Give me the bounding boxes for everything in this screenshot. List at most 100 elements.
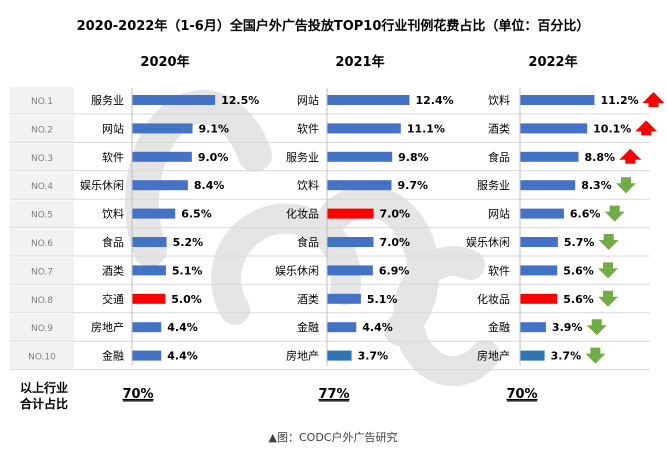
data-label: 8.8% — [585, 151, 616, 164]
rank-label: NO.2 — [31, 125, 53, 135]
bar — [132, 208, 176, 219]
category-label: 房地产 — [286, 349, 319, 363]
data-label: 4.4% — [167, 321, 198, 334]
bar — [132, 322, 162, 333]
bar — [327, 123, 401, 134]
bar — [520, 95, 595, 105]
panel-year-title: 2022年 — [528, 54, 577, 70]
data-label: 9.1% — [199, 122, 230, 135]
bar — [327, 95, 410, 105]
category-label: 娱乐休闲 — [275, 263, 319, 277]
data-label: 5.2% — [173, 236, 204, 249]
category-label: 酒类 — [297, 292, 319, 306]
rank-label: NO.7 — [31, 267, 53, 277]
data-label: 9.8% — [398, 151, 429, 164]
bar — [520, 151, 579, 162]
data-label: 6.6% — [570, 208, 601, 221]
rank-cell — [10, 115, 74, 143]
trend-down-arrow-icon — [615, 177, 636, 194]
category-label: 食品 — [297, 235, 319, 249]
bar — [520, 208, 564, 219]
panel-year-title: 2020年 — [140, 54, 189, 70]
category-label: 化妆品 — [286, 207, 319, 221]
category-label: 娱乐休闲 — [80, 178, 124, 192]
source-note: ▲图：CODC户外广告研究 — [269, 430, 398, 444]
trend-down-arrow-icon — [598, 262, 619, 279]
category-label: 服务业 — [91, 94, 124, 107]
bar — [132, 180, 188, 191]
rank-label: NO.8 — [31, 296, 53, 306]
watermark-letter-c1 — [125, 89, 272, 267]
bar — [327, 208, 374, 219]
chart-title: 2020-2022年（1-6月）全国户外广告投放TOP10行业刊例花费占比（单位… — [77, 18, 590, 34]
data-label: 9.7% — [398, 179, 429, 192]
bar — [327, 180, 392, 191]
data-label: 5.6% — [563, 264, 594, 277]
trend-up-arrow-icon — [642, 92, 665, 107]
rank-cell — [10, 285, 74, 313]
data-label: 8.4% — [194, 179, 225, 192]
rank-label: NO.4 — [31, 182, 53, 192]
bar — [132, 95, 216, 105]
panel-total: 70% — [506, 387, 537, 402]
bar — [327, 265, 373, 276]
category-label: 金融 — [297, 320, 319, 334]
rank-label: NO.1 — [31, 97, 53, 107]
category-label: 交通 — [102, 292, 124, 306]
category-label: 食品 — [102, 235, 124, 249]
trend-down-arrow-icon — [598, 234, 619, 250]
rank-label: NO.10 — [28, 353, 56, 363]
bar — [132, 265, 166, 276]
category-label: 房地产 — [91, 320, 124, 334]
trend-up-arrow-icon — [619, 148, 642, 164]
data-label: 11.2% — [600, 94, 638, 107]
rank-cell — [10, 314, 74, 342]
category-label: 服务业 — [286, 151, 319, 164]
category-label: 酒类 — [488, 121, 510, 135]
bar — [327, 350, 352, 361]
category-label: 饮料 — [297, 178, 319, 192]
category-label: 网站 — [102, 121, 124, 135]
bar — [327, 293, 361, 304]
trend-down-arrow-icon — [586, 319, 607, 336]
data-label: 5.1% — [367, 293, 398, 306]
category-label: 酒类 — [102, 263, 124, 277]
rank-label: NO.5 — [31, 211, 53, 221]
data-label: 12.4% — [415, 94, 453, 107]
rank-cell — [10, 87, 74, 114]
category-label: 房地产 — [477, 349, 510, 363]
rank-cell — [10, 172, 74, 200]
data-label: 5.6% — [563, 293, 594, 306]
data-label: 7.0% — [380, 236, 411, 249]
category-label: 食品 — [488, 150, 510, 164]
bar — [132, 293, 166, 304]
trend-down-arrow-icon — [598, 290, 619, 307]
trend-down-arrow-icon — [604, 205, 625, 222]
rank-cell — [10, 229, 74, 256]
bar — [132, 123, 193, 134]
data-label: 12.5% — [221, 94, 259, 107]
bar — [132, 151, 192, 162]
summary-label-line1: 以上行业 — [20, 380, 68, 395]
category-label: 软件 — [102, 150, 124, 164]
rank-cell — [10, 342, 74, 370]
category-label: 服务业 — [477, 179, 510, 192]
bar — [520, 180, 576, 191]
data-label: 5.1% — [172, 264, 203, 277]
rank-label: NO.9 — [31, 324, 53, 334]
panel-year-title: 2021年 — [335, 54, 384, 70]
rank-label: NO.6 — [31, 239, 53, 249]
category-label: 娱乐休闲 — [466, 235, 510, 249]
bar — [520, 350, 545, 361]
category-label: 金融 — [488, 320, 510, 334]
bar — [520, 237, 558, 247]
data-label: 10.1% — [593, 122, 631, 135]
category-label: 软件 — [488, 263, 510, 277]
data-label: 3.7% — [551, 350, 582, 363]
bar — [520, 293, 558, 304]
